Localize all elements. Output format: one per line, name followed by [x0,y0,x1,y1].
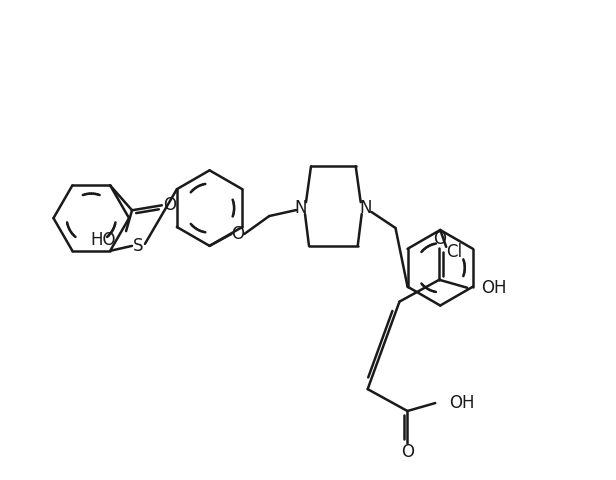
Text: HO: HO [91,231,116,249]
Text: S: S [132,237,144,255]
Text: OH: OH [449,394,475,412]
Text: OH: OH [481,279,506,297]
Text: O: O [401,443,414,461]
Text: N: N [359,199,372,217]
Text: O: O [432,230,446,248]
Text: O: O [231,225,244,243]
Text: N: N [295,199,307,217]
Text: O: O [163,196,176,214]
Text: Cl: Cl [446,243,462,261]
